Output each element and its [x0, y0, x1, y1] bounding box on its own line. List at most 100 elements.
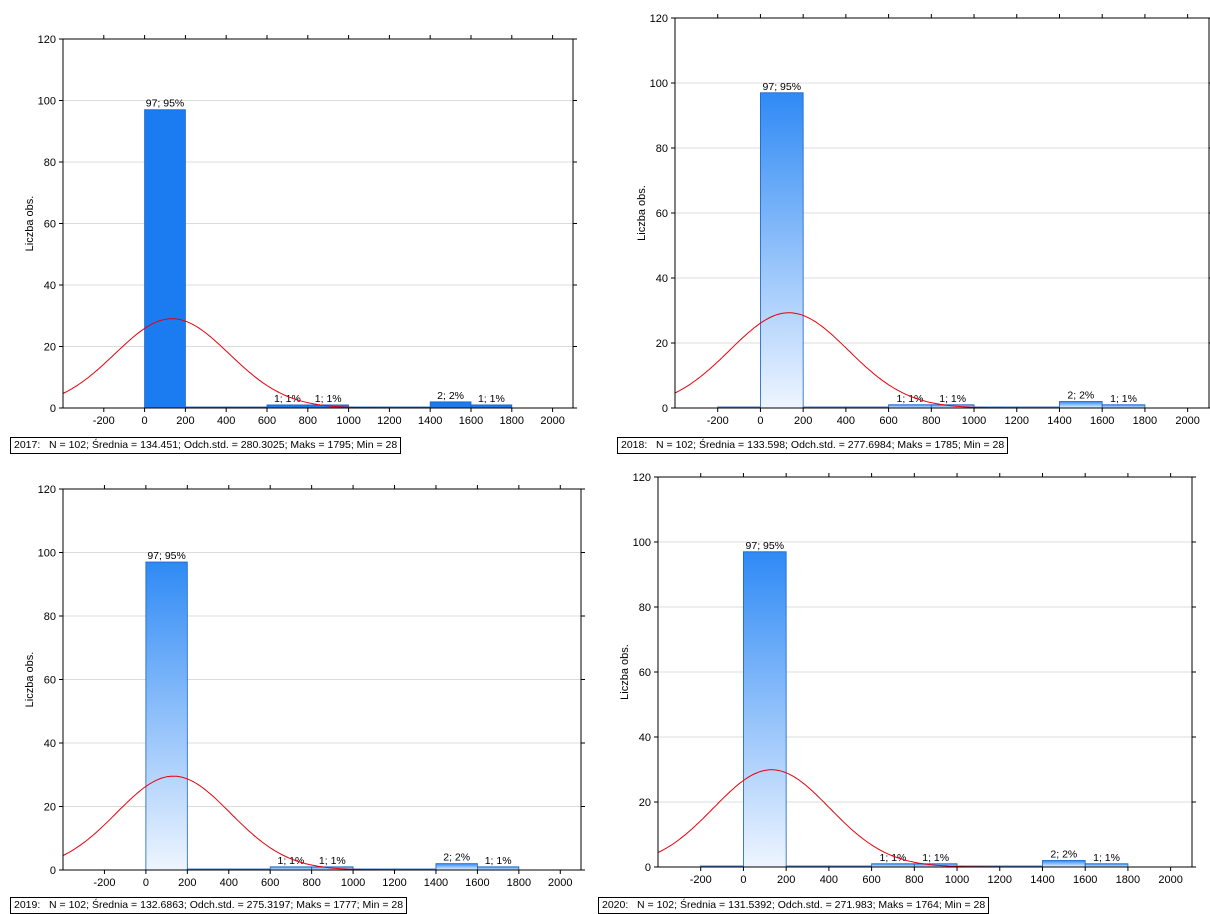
- x-tick-label: -200: [690, 874, 712, 886]
- histogram-chart-2018: 97; 95% 1; 1% 1; 1% 2; 2% 1; 1% 0 20 40 60 80 100 1…: [636, 13, 1210, 427]
- bar-data-label: 97; 95%: [146, 98, 185, 110]
- y-tick-label: 60: [44, 219, 56, 231]
- stats-box-2018: 2018: N = 102; Średnia = 133.598; Odch.s…: [617, 437, 1009, 454]
- y-tick-label: 120: [650, 13, 668, 25]
- stats-text-2020: N = 102; Średnia = 131.5392; Odch.std. =…: [637, 899, 986, 911]
- y-tick-label: 120: [38, 34, 56, 46]
- x-tick-label: -200: [707, 415, 729, 427]
- histogram-bar: [144, 109, 186, 409]
- y-tick-label: 20: [656, 338, 668, 350]
- bar-data-label: 1; 1%: [277, 855, 304, 867]
- x-tick-label: 1800: [1116, 874, 1140, 886]
- y-tick-label: 80: [656, 143, 668, 155]
- x-tick-label: 1000: [336, 415, 360, 427]
- x-tick-label: 2000: [548, 877, 572, 889]
- x-tick-label: 1400: [1030, 874, 1054, 886]
- histogram-bar: [760, 92, 804, 409]
- x-tick-label: 1200: [382, 877, 406, 889]
- y-tick-label: 120: [38, 484, 56, 496]
- y-tick-label: 20: [639, 797, 651, 809]
- y-tick-label: 20: [44, 342, 56, 354]
- x-tick-label: 1200: [1005, 415, 1029, 427]
- x-tick-label: 1600: [1073, 874, 1097, 886]
- x-tick-label: 1400: [1047, 415, 1071, 427]
- bar-data-label: 97; 95%: [147, 550, 186, 562]
- histogram-bar: [429, 401, 472, 409]
- x-tick-label: 400: [217, 415, 235, 427]
- y-axis-label: Liczba obs.: [619, 644, 631, 700]
- y-axis-label: Liczba obs.: [24, 196, 36, 252]
- y-tick-label: 40: [639, 732, 651, 744]
- x-tick-label: 0: [757, 415, 763, 427]
- x-tick-label: 2000: [540, 415, 564, 427]
- stats-box-2019: 2019: N = 102; Średnia = 132.6863; Odch.…: [10, 897, 408, 914]
- y-tick-label: 80: [639, 602, 651, 614]
- x-tick-label: 1600: [1090, 415, 1114, 427]
- x-tick-label: 200: [178, 877, 196, 889]
- x-tick-label: 600: [879, 415, 897, 427]
- x-tick-label: 800: [922, 415, 940, 427]
- stats-text-2019: N = 102; Średnia = 132.6863; Odch.std. =…: [49, 899, 404, 911]
- stats-text-2018: N = 102; Średnia = 133.598; Odch.std. = …: [656, 439, 1005, 451]
- y-tick-label: 60: [44, 675, 56, 687]
- stats-text-2017: N = 102; Średnia = 134.451; Odch.std. = …: [49, 439, 398, 451]
- y-tick-label: 0: [645, 862, 651, 874]
- y-axis-label: Liczba obs.: [636, 185, 648, 241]
- y-tick-label: 100: [650, 78, 668, 90]
- y-tick-label: 80: [44, 157, 56, 169]
- y-tick-label: 0: [662, 403, 668, 415]
- x-tick-label: 600: [261, 877, 279, 889]
- y-tick-label: 120: [633, 472, 651, 484]
- x-tick-label: 0: [142, 415, 148, 427]
- histogram-chart-2020: 97; 95% 1; 1% 1; 1% 2; 2% 1; 1% 0 20 40 60 80 100 1…: [619, 472, 1196, 886]
- bar-data-label: 1; 1%: [274, 393, 301, 405]
- histogram-bar: [743, 551, 787, 868]
- x-tick-label: 0: [740, 874, 746, 886]
- y-tick-label: 100: [38, 548, 56, 560]
- x-tick-label: -200: [93, 415, 115, 427]
- bar-data-label: 1; 1%: [485, 855, 512, 867]
- y-axis-label: Liczba obs.: [24, 652, 36, 708]
- y-tick-label: 0: [50, 403, 56, 415]
- bar-data-label: 1; 1%: [880, 852, 907, 864]
- bar-data-label: 1; 1%: [315, 393, 342, 405]
- histogram-chart-2019: 97; 95% 1; 1% 1; 1% 2; 2% 1; 1% 0 20 40 60 80 100 1…: [24, 484, 585, 889]
- histogram-bar: [145, 561, 188, 871]
- y-tick-label: 100: [38, 96, 56, 108]
- histogram-panel-2017: 97; 95% 1; 1% 1; 1% 2; 2% 1; 1% 0 20 40 60 80 100 1…: [0, 0, 600, 456]
- y-tick-label: 40: [44, 738, 56, 750]
- y-tick-label: 20: [44, 802, 56, 814]
- x-tick-label: 1400: [418, 415, 442, 427]
- x-tick-label: 400: [820, 874, 838, 886]
- bar-data-label: 1; 1%: [478, 393, 505, 405]
- bar-data-label: 2; 2%: [443, 852, 470, 864]
- stats-year-2018: 2018:: [621, 439, 648, 451]
- stats-year-2020: 2020:: [602, 899, 629, 911]
- x-tick-label: 400: [837, 415, 855, 427]
- x-tick-label: 1200: [988, 874, 1012, 886]
- x-tick-label: 1000: [945, 874, 969, 886]
- bar-data-label: 97; 95%: [763, 81, 802, 93]
- x-tick-label: 2000: [1158, 874, 1182, 886]
- bar-data-label: 2; 2%: [1050, 849, 1077, 861]
- x-tick-label: 800: [905, 874, 923, 886]
- y-tick-label: 80: [44, 611, 56, 623]
- y-tick-label: 60: [656, 208, 668, 220]
- histogram-chart-2017: 97; 95% 1; 1% 1; 1% 2; 2% 1; 1% 0 20 40 60 80 100 1…: [24, 34, 577, 427]
- bar-data-label: 1; 1%: [1110, 393, 1137, 405]
- x-tick-label: 200: [777, 874, 795, 886]
- x-tick-label: 800: [302, 877, 320, 889]
- stats-year-2017: 2017:: [14, 439, 41, 451]
- stats-year-2019: 2019:: [14, 899, 41, 911]
- histogram-bar: [1059, 401, 1103, 409]
- bar-data-label: 1; 1%: [922, 852, 949, 864]
- histogram-bar: [1042, 860, 1086, 868]
- x-tick-label: 1800: [1133, 415, 1157, 427]
- x-tick-label: 400: [220, 877, 238, 889]
- x-tick-label: 1800: [500, 415, 524, 427]
- x-tick-label: 800: [299, 415, 317, 427]
- histogram-bar: [435, 863, 478, 871]
- y-tick-label: 100: [633, 537, 651, 549]
- x-tick-label: 200: [794, 415, 812, 427]
- bar-data-label: 1; 1%: [319, 855, 346, 867]
